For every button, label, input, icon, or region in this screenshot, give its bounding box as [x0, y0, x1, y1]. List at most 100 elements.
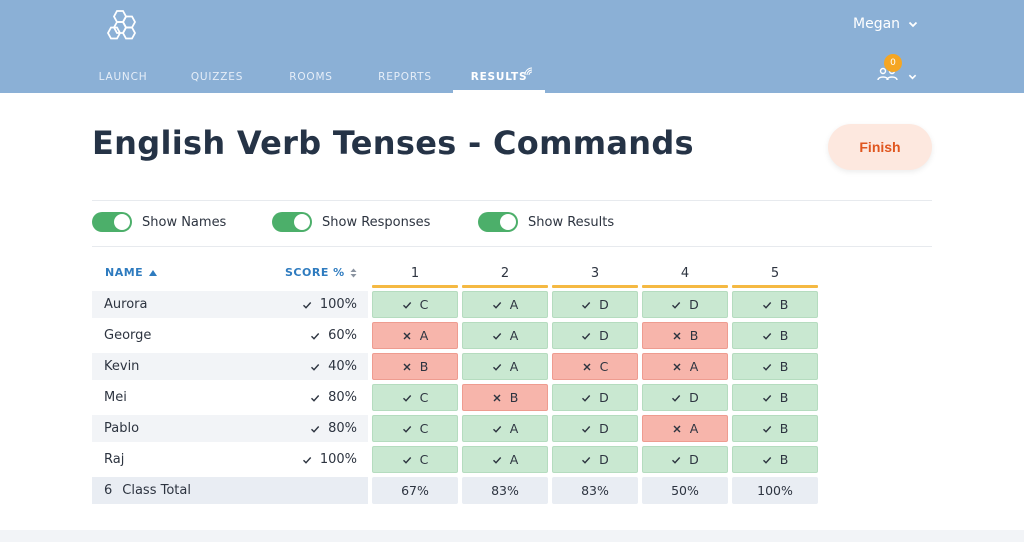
response-cell[interactable]: D	[642, 291, 728, 318]
student-score: 40%	[310, 353, 357, 380]
x-icon	[493, 394, 501, 401]
student-name: Kevin	[104, 359, 140, 374]
response-cell[interactable]: D	[552, 384, 638, 411]
response-cell[interactable]: B	[732, 446, 818, 473]
response-cell[interactable]: B	[642, 322, 728, 349]
score-column-header[interactable]: SCORE %	[285, 266, 357, 279]
response-letter: B	[419, 359, 429, 374]
x-icon	[403, 363, 411, 370]
class-total-label: 6 Class Total	[104, 477, 191, 504]
toggle-label: Show Names	[142, 214, 227, 230]
check-icon	[672, 456, 681, 464]
table-row[interactable]	[92, 353, 368, 380]
name-column-header[interactable]: NAME	[105, 266, 158, 279]
check-icon	[302, 301, 312, 309]
response-cell[interactable]: C	[372, 446, 458, 473]
response-letter: A	[689, 359, 699, 374]
question-percent: 83%	[462, 477, 548, 504]
table-row[interactable]	[92, 322, 368, 349]
toggle-show-responses[interactable]: Show Responses	[272, 212, 430, 232]
response-cell[interactable]: D	[552, 446, 638, 473]
score-value: 60%	[328, 328, 357, 343]
response-cell[interactable]: D	[552, 415, 638, 442]
response-cell[interactable]: D	[552, 291, 638, 318]
response-cell[interactable]: B	[732, 291, 818, 318]
question-header[interactable]: 1	[410, 266, 420, 281]
student-name: Pablo	[104, 421, 140, 436]
response-cell[interactable]: C	[372, 291, 458, 318]
response-cell[interactable]: A	[462, 322, 548, 349]
response-cell[interactable]: A	[462, 415, 548, 442]
x-icon	[673, 363, 681, 370]
response-letter: A	[509, 297, 519, 312]
table-row[interactable]	[92, 446, 368, 473]
check-icon	[492, 332, 501, 340]
response-cell[interactable]: C	[372, 384, 458, 411]
response-letter: A	[689, 421, 699, 436]
question-percent: 50%	[642, 477, 728, 504]
check-icon	[762, 301, 771, 309]
response-cell[interactable]: B	[732, 384, 818, 411]
rooms-notification[interactable]: 0	[876, 54, 920, 84]
response-letter: A	[509, 452, 519, 467]
response-cell[interactable]: B	[732, 322, 818, 349]
response-cell[interactable]: C	[552, 353, 638, 380]
finish-button[interactable]: Finish	[828, 124, 932, 170]
question-header[interactable]: 4	[680, 266, 690, 281]
nav-launch[interactable]: LAUNCH	[92, 62, 154, 93]
table-row[interactable]	[92, 384, 368, 411]
response-cell[interactable]: B	[732, 415, 818, 442]
name-header-label: NAME	[105, 266, 144, 279]
response-letter: C	[419, 421, 429, 436]
question-bar	[462, 285, 548, 288]
nav-label: QUIZZES	[190, 71, 244, 83]
question-percent: 100%	[732, 477, 818, 504]
response-cell[interactable]: A	[462, 446, 548, 473]
question-header[interactable]: 2	[500, 266, 510, 281]
response-cell[interactable]: A	[642, 415, 728, 442]
response-cell[interactable]: B	[462, 384, 548, 411]
toggle-show-names[interactable]: Show Names	[92, 212, 226, 232]
response-cell[interactable]: D	[642, 384, 728, 411]
response-cell[interactable]: A	[462, 353, 548, 380]
check-icon	[762, 456, 771, 464]
nav-reports[interactable]: REPORTS	[374, 62, 436, 93]
check-icon	[582, 332, 591, 340]
response-cell[interactable]: C	[372, 415, 458, 442]
response-cell[interactable]: A	[642, 353, 728, 380]
response-letter: C	[599, 359, 609, 374]
response-cell[interactable]: D	[642, 446, 728, 473]
toggle-switch[interactable]	[92, 212, 132, 232]
toggle-show-results[interactable]: Show Results	[478, 212, 614, 232]
nav-rooms[interactable]: ROOMS	[280, 62, 342, 93]
question-header[interactable]: 3	[590, 266, 600, 281]
check-icon	[402, 456, 411, 464]
nav-label: RESULTS	[470, 71, 528, 83]
response-letter: D	[689, 390, 699, 405]
check-icon	[311, 332, 320, 340]
nav-results[interactable]: RESULTS	[453, 62, 545, 93]
notification-badge: 0	[884, 54, 902, 72]
sort-updown-icon	[350, 268, 357, 277]
toggle-switch[interactable]	[272, 212, 312, 232]
user-menu[interactable]: Megan	[853, 16, 918, 32]
response-cell[interactable]: A	[372, 322, 458, 349]
response-cell[interactable]: B	[372, 353, 458, 380]
response-cell[interactable]: B	[732, 353, 818, 380]
table-row[interactable]	[92, 415, 368, 442]
x-icon	[583, 363, 591, 370]
nav-quizzes[interactable]: QUIZZES	[186, 62, 248, 93]
response-letter: C	[419, 390, 429, 405]
table-row[interactable]	[92, 291, 368, 318]
question-bar	[642, 285, 728, 288]
sort-up-icon	[149, 269, 158, 276]
question-header[interactable]: 5	[770, 266, 780, 281]
response-cell[interactable]: D	[552, 322, 638, 349]
student-count: 6	[104, 483, 113, 498]
check-icon	[672, 394, 681, 402]
response-letter: C	[419, 297, 429, 312]
response-cell[interactable]: A	[462, 291, 548, 318]
hexagon-logo-icon[interactable]	[106, 8, 140, 42]
footer-band	[0, 530, 1024, 542]
toggle-switch[interactable]	[478, 212, 518, 232]
